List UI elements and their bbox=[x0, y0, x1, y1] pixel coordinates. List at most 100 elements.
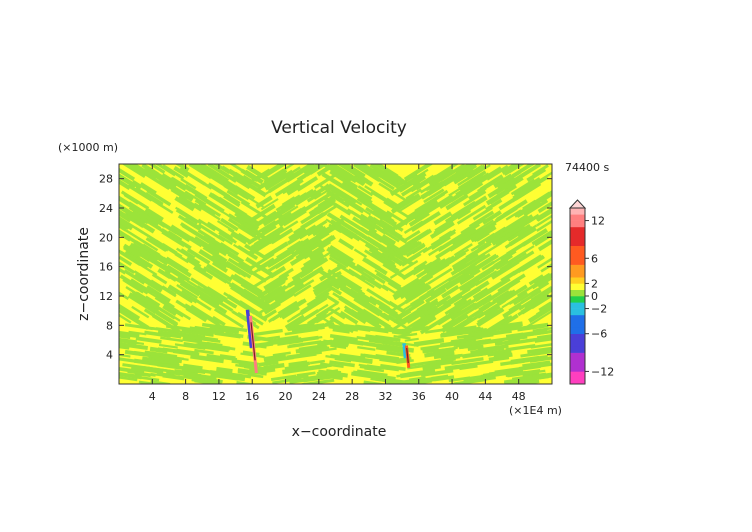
feature-2-core bbox=[406, 347, 409, 363]
field-stripe bbox=[270, 374, 297, 381]
field-stripe bbox=[501, 164, 524, 176]
field-stripe bbox=[361, 216, 381, 231]
field-stripe bbox=[242, 288, 273, 310]
field-stripe bbox=[289, 249, 314, 267]
field-stripe bbox=[357, 291, 378, 306]
field-stripe bbox=[376, 299, 390, 309]
field-stripe bbox=[312, 279, 332, 294]
colorbar-extend-arrow bbox=[568, 199, 587, 209]
field-stripe bbox=[536, 275, 552, 288]
field-stripe bbox=[504, 278, 521, 291]
colorbar-band bbox=[570, 346, 585, 353]
field-stripe bbox=[396, 373, 412, 378]
field-stripe bbox=[208, 242, 228, 257]
field-stripe bbox=[368, 277, 389, 292]
chart-title: Vertical Velocity bbox=[271, 118, 407, 138]
field-stripe bbox=[475, 268, 495, 283]
field-stripe bbox=[477, 232, 496, 246]
x-tick-label: 24 bbox=[312, 390, 326, 403]
field-stripe bbox=[358, 312, 382, 330]
field-stripe bbox=[493, 321, 523, 330]
colorbar-tick-label: 2 bbox=[591, 277, 598, 290]
field-stripe bbox=[154, 356, 183, 364]
field-stripe bbox=[321, 172, 347, 190]
field-stripe bbox=[128, 201, 152, 217]
field-stripe bbox=[489, 189, 510, 205]
field-stripe bbox=[296, 335, 319, 343]
field-stripe bbox=[124, 340, 145, 346]
field-stripe bbox=[172, 228, 191, 242]
field-stripe bbox=[430, 164, 461, 181]
field-stripe bbox=[329, 170, 356, 189]
field-stripe bbox=[530, 343, 552, 349]
field-stripe bbox=[489, 290, 503, 300]
field-stripe bbox=[128, 330, 147, 336]
field-stripe bbox=[515, 200, 542, 218]
colorbar-band bbox=[570, 245, 585, 253]
field-stripe bbox=[315, 301, 339, 318]
field-stripe bbox=[416, 174, 435, 188]
field-stripe bbox=[143, 218, 167, 235]
field-stripe bbox=[316, 287, 333, 299]
field-stripe bbox=[134, 273, 163, 293]
field-stripe bbox=[493, 352, 513, 360]
field-stripe bbox=[520, 289, 542, 305]
field-stripe bbox=[337, 224, 362, 242]
field-stripe bbox=[194, 348, 214, 355]
field-stripe bbox=[309, 224, 336, 243]
field-stripe bbox=[131, 242, 148, 256]
field-stripe bbox=[453, 243, 473, 257]
field-stripe bbox=[452, 302, 478, 319]
field-stripe bbox=[175, 276, 198, 293]
field-stripe bbox=[387, 252, 406, 266]
field-stripe bbox=[320, 374, 341, 381]
field-stripe bbox=[319, 318, 335, 330]
field-stripe bbox=[202, 287, 224, 303]
field-stripe bbox=[452, 164, 482, 179]
field-stripe bbox=[414, 191, 446, 214]
field-stripe bbox=[296, 176, 319, 192]
field-stripe bbox=[505, 370, 527, 378]
field-stripe bbox=[181, 368, 206, 375]
field-stripe bbox=[397, 194, 425, 213]
field-stripe bbox=[348, 168, 369, 183]
field-stripe bbox=[372, 208, 395, 224]
field-stripe bbox=[210, 373, 239, 381]
field-stripe bbox=[536, 209, 552, 227]
x-tick-label: 12 bbox=[212, 390, 226, 403]
field-stripe bbox=[395, 299, 425, 320]
field-stripe bbox=[317, 268, 347, 289]
field-stripe bbox=[123, 269, 146, 285]
field-stripe bbox=[157, 268, 172, 280]
field-stripe bbox=[327, 269, 347, 283]
field-stripe bbox=[444, 299, 468, 316]
field-stripe bbox=[385, 339, 419, 347]
field-stripe bbox=[193, 202, 221, 221]
field-stripe bbox=[184, 303, 201, 316]
field-stripe bbox=[271, 220, 299, 239]
field-stripe bbox=[318, 369, 348, 378]
field-stripe bbox=[251, 220, 277, 238]
field-stripe bbox=[355, 263, 386, 285]
colorbar-band bbox=[570, 308, 585, 316]
field-stripe bbox=[195, 177, 213, 190]
field-stripe bbox=[453, 287, 481, 307]
field-stripe bbox=[131, 305, 150, 319]
field-stripe bbox=[432, 347, 456, 354]
field-stripe bbox=[517, 373, 552, 383]
field-stripe bbox=[412, 276, 428, 288]
field-stripe bbox=[242, 174, 263, 190]
field-stripe bbox=[332, 327, 350, 334]
field-stripe bbox=[144, 207, 164, 222]
field-stripe bbox=[412, 168, 429, 180]
field-stripe bbox=[207, 182, 231, 199]
field-stripe bbox=[240, 200, 269, 220]
colorbar-tick-label: 6 bbox=[591, 252, 598, 265]
field-stripe bbox=[492, 221, 523, 242]
field-stripe bbox=[365, 303, 391, 322]
field-stripe bbox=[450, 263, 468, 276]
field-stripe bbox=[303, 240, 332, 260]
feature-1-core bbox=[250, 322, 256, 361]
field-stripe bbox=[119, 371, 142, 380]
field-stripe bbox=[484, 226, 507, 243]
